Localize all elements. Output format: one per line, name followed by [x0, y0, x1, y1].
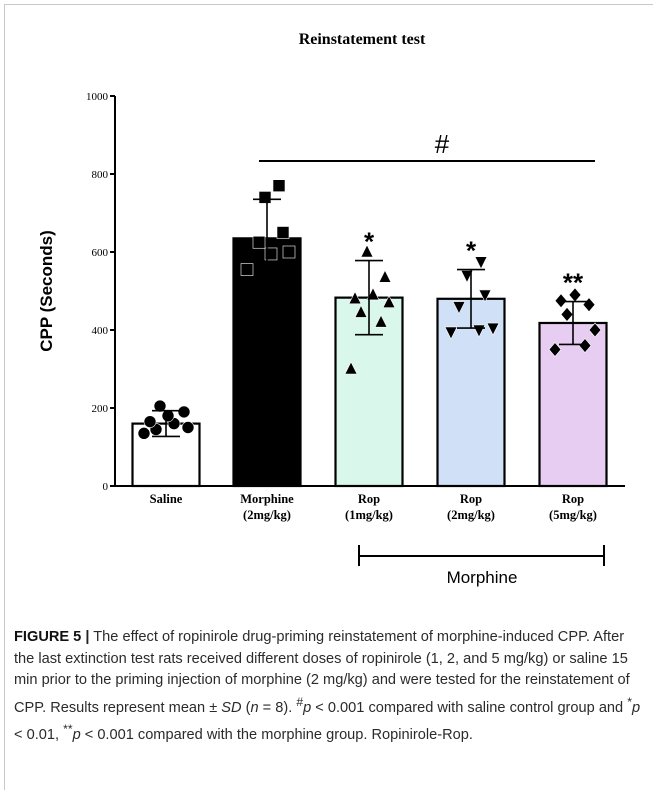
y-tick-label: 400: [92, 325, 109, 337]
data-point: [137, 427, 151, 440]
caption-hash-sup: #: [296, 694, 304, 709]
caption-text-4: < 0.001 compared with saline control gro…: [311, 699, 628, 716]
data-point: [348, 291, 362, 305]
data-point: [366, 287, 380, 301]
data-point: [460, 270, 474, 284]
figure-caption: FIGURE 5 | The effect of ropinirole drug…: [14, 627, 644, 746]
data-point: [560, 306, 574, 322]
significance-mark: **: [563, 268, 584, 298]
brackets: # Morphine: [259, 129, 605, 587]
caption-star-sup: *: [627, 694, 632, 709]
x-tick-label-dose: (2mg/kg): [447, 508, 495, 522]
caption-n: n: [250, 699, 259, 716]
figure-frame: [4, 4, 653, 790]
x-tick-label: Rop: [460, 492, 482, 506]
error-bars: [152, 198, 587, 438]
data-point: [582, 297, 596, 313]
data-point: [181, 421, 195, 434]
bar: [538, 321, 608, 488]
significance-markers: * ***: [364, 227, 584, 298]
figure-separator: |: [85, 629, 90, 645]
data-point: [548, 342, 562, 357]
y-tick-label: 800: [92, 169, 109, 181]
y-axis-label: CPP (Seconds): [37, 230, 56, 352]
data-point: [374, 314, 388, 328]
x-tick-label-dose: (2mg/kg): [243, 508, 291, 522]
data-point: [153, 399, 167, 413]
data-point: [474, 256, 488, 270]
caption-text-1: The effect of ropinirole drug-priming re…: [14, 629, 630, 716]
caption-text-2: (: [241, 699, 251, 716]
significance-mark: *: [466, 236, 477, 266]
data-points: [137, 179, 602, 440]
data-point: [354, 304, 368, 318]
data-point: [382, 295, 396, 309]
data-point: [258, 191, 272, 204]
caption-text-3: = 8).: [258, 699, 297, 716]
bar-chart: Reinstatement test CPP (Seconds) 0 200 400…: [37, 31, 625, 587]
data-point: [143, 415, 157, 428]
y-ticks: 0 200 400 600 800 1000: [86, 91, 115, 493]
data-point: [378, 269, 392, 283]
bracket-top-label: #: [435, 129, 450, 159]
data-point: [486, 322, 500, 336]
data-point: [282, 245, 296, 259]
bar: [334, 296, 404, 488]
data-point: [478, 289, 492, 303]
figure-label: FIGURE 5: [14, 629, 82, 645]
x-tick-label: Saline: [150, 492, 183, 506]
data-point: [177, 405, 191, 419]
data-point: [272, 179, 286, 192]
x-tick-label: Rop: [562, 492, 584, 506]
data-point: [360, 244, 374, 258]
data-point: [240, 263, 254, 276]
y-tick-label: 200: [92, 403, 109, 415]
y-tick-label: 600: [92, 247, 109, 259]
caption-text-6: < 0.001 compared with the morphine group…: [80, 726, 473, 743]
caption-text-5: < 0.01,: [14, 726, 64, 743]
data-point: [578, 338, 592, 354]
caption-double-star-sup: **: [63, 721, 73, 736]
caption-sd: SD: [221, 699, 242, 716]
data-point: [264, 247, 278, 261]
caption-p2: p: [631, 699, 641, 716]
data-point: [276, 226, 290, 239]
bracket-bottom-label: Morphine: [447, 568, 518, 587]
x-tick-label: Rop: [358, 492, 380, 506]
chart-title: Reinstatement test: [299, 31, 426, 48]
data-point: [452, 301, 466, 315]
significance-mark: *: [364, 227, 375, 257]
x-tick-label-dose: (1mg/kg): [345, 508, 393, 522]
data-point: [161, 409, 175, 423]
x-tick-label: Morphine: [240, 492, 294, 506]
y-tick-label: 0: [103, 481, 109, 493]
y-tick-label: 1000: [86, 91, 109, 103]
data-point: [344, 361, 358, 375]
caption-p1: p: [303, 699, 312, 716]
x-tick-labels: Saline Morphine (2mg/kg) Rop (1mg/kg) Rop (2mg…: [150, 492, 597, 522]
caption-p3: p: [72, 726, 81, 743]
data-point: [252, 235, 266, 249]
data-point: [588, 322, 602, 338]
x-tick-label-dose: (5mg/kg): [549, 508, 597, 522]
data-point: [444, 326, 458, 340]
bar: [232, 237, 302, 488]
